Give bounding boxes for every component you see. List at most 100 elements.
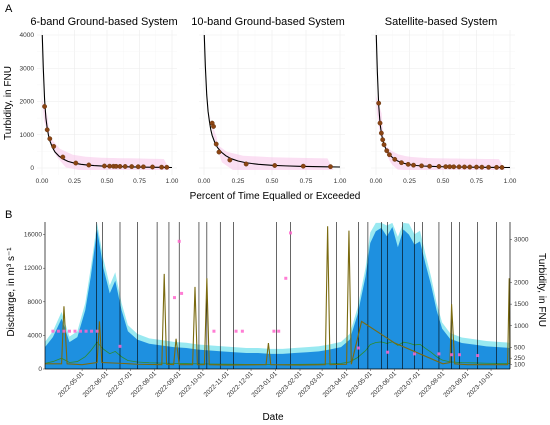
chart-6-band-plot: 0.00 0.25 0.50 0.75 1.00 0 1000 2000 3000 4000 — [20, 30, 179, 185]
data-point — [380, 137, 386, 143]
data-point — [447, 164, 453, 170]
estimated-point — [212, 329, 216, 333]
data-point — [405, 161, 411, 167]
y-left-tick-label: 16000 — [24, 232, 42, 239]
data-point — [451, 164, 457, 170]
panel-b-x-axis-label: Date — [262, 412, 284, 423]
chart-10-band: 10-band Ground-based System 0.00 0.25 0.50… — [191, 16, 346, 185]
data-point — [399, 160, 404, 166]
chart-6-band-title: 6-band Ground-based System — [30, 16, 177, 28]
estimated-point — [177, 239, 181, 243]
x-tick-label: 0.50 — [101, 178, 114, 185]
data-point — [86, 162, 92, 168]
data-point — [243, 161, 249, 167]
chart-satellite: Satellite-based System 0.00 0.25 0.50 0.75 1… — [370, 16, 517, 185]
data-point — [150, 164, 155, 170]
data-point — [140, 164, 146, 170]
turbidity-line — [45, 226, 511, 366]
estimated-point — [412, 352, 416, 356]
estimated-point — [180, 291, 184, 295]
estimated-point — [356, 346, 360, 350]
y-right-tick-label: 1500 — [514, 301, 529, 308]
data-point — [328, 164, 333, 170]
green-model-line — [44, 341, 511, 365]
data-point — [386, 152, 392, 158]
y-tick-label: 1000 — [20, 132, 35, 139]
uncertainty-ribbon — [209, 114, 334, 170]
y-right-tick-label: 250 — [514, 355, 525, 362]
estimated-point — [272, 329, 276, 333]
data-point — [164, 164, 170, 170]
estimated-point — [277, 329, 281, 333]
data-point — [51, 143, 57, 149]
estimated-point — [51, 329, 55, 333]
data-point — [117, 164, 123, 169]
estimated-point — [289, 231, 293, 235]
chart-10-band-plot: 0.00 0.25 0.50 0.75 1.00 — [198, 30, 347, 185]
data-point — [436, 164, 442, 169]
data-point — [462, 164, 467, 170]
x-tick-label: 0.75 — [133, 178, 146, 185]
y-tick-label: 4000 — [20, 32, 35, 39]
data-point — [211, 124, 216, 129]
data-point — [479, 164, 485, 170]
y-right-tick-label: 2000 — [514, 280, 529, 287]
panel-b-y-left-label: Discharge, in m³ s⁻¹ — [6, 247, 17, 337]
data-point — [227, 157, 233, 163]
y-tick-label: 0 — [30, 165, 34, 172]
chart-6-band: 6-band Ground-based System 0.00 0.25 0.50 0… — [20, 16, 179, 185]
estimated-point — [457, 353, 461, 357]
discharge-area — [45, 227, 510, 369]
data-point — [427, 163, 432, 169]
panel-b-label: B — [5, 209, 12, 221]
data-point — [384, 148, 390, 154]
y-right-tick-label: 3000 — [514, 236, 529, 243]
y-right-tick-label: 100 — [514, 362, 525, 369]
y-right-tick-label: 1000 — [514, 323, 529, 330]
x-tick-label: 1.00 — [334, 178, 347, 185]
estimated-point — [56, 329, 60, 333]
panel-a-y-axis-label: Turbidity, in FNU — [3, 66, 14, 140]
data-point — [499, 165, 505, 170]
data-point — [443, 164, 449, 170]
x-tick-label: 0.00 — [36, 178, 49, 185]
estimated-point — [437, 352, 441, 356]
estimated-point — [67, 329, 71, 333]
data-point — [381, 142, 387, 148]
estimated-point — [90, 329, 94, 333]
data-point — [272, 163, 278, 168]
y-left-tick-label: 12000 — [24, 265, 42, 272]
estimated-point — [476, 354, 480, 358]
data-point — [494, 164, 499, 170]
x-tick-label: 0.75 — [470, 178, 483, 185]
data-point — [376, 100, 382, 106]
estimated-point — [240, 329, 244, 333]
y-tick-label: 3000 — [20, 65, 35, 72]
y-right-tick-label: 500 — [514, 344, 525, 351]
duration-curve — [203, 34, 341, 168]
data-point — [44, 127, 50, 133]
estimated-point — [450, 353, 454, 357]
x-tick-label: 2023-10-01 — [466, 370, 495, 399]
estimated-point — [118, 344, 122, 348]
data-point — [135, 164, 141, 170]
x-tick-label: 0.25 — [403, 178, 416, 185]
data-point — [377, 120, 383, 126]
estimated-point — [386, 350, 390, 354]
data-point — [47, 136, 53, 142]
data-point — [159, 164, 165, 170]
chart-satellite-plot: 0.00 0.25 0.50 0.75 1.00 — [370, 30, 517, 185]
y-left-tick-label: 4000 — [28, 332, 43, 339]
x-tick-label: 1.00 — [504, 178, 517, 185]
x-tick-label: 0.25 — [68, 178, 81, 185]
y-left-tick-label: 0 — [38, 366, 42, 373]
data-point — [129, 164, 135, 170]
data-point — [42, 104, 47, 109]
data-point — [419, 163, 424, 169]
panel-a-x-axis-label: Percent of Time Equalled or Exceeded — [190, 191, 361, 202]
data-point — [213, 141, 219, 147]
data-point — [122, 164, 128, 169]
data-point — [60, 154, 66, 160]
